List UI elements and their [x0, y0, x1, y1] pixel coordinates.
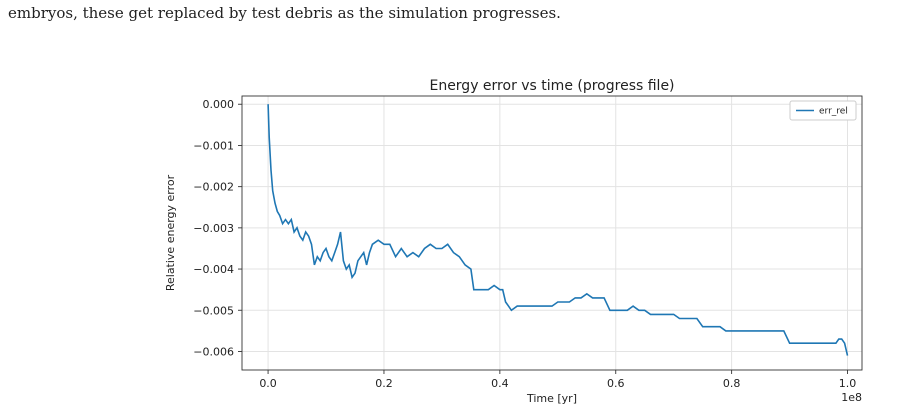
x-tick-label: 1.0 [839, 377, 857, 390]
y-tick-label: −0.004 [193, 263, 234, 276]
y-tick-label: −0.005 [193, 304, 234, 317]
y-tick-label: 0.000 [203, 98, 235, 111]
x-axis-label: Time [yr] [526, 392, 577, 405]
x-axis-offset-label: 1e8 [841, 391, 862, 404]
y-axis-label: Relative energy error [164, 174, 177, 291]
legend-label: err_rel [819, 107, 848, 117]
x-tick-label: 0.6 [607, 377, 625, 390]
x-tick-label: 0.2 [375, 377, 393, 390]
x-tick-label: 0.8 [723, 377, 741, 390]
grid [242, 96, 862, 370]
legend: err_rel [789, 100, 857, 121]
y-tick-label: −0.002 [193, 181, 234, 194]
chart-title: Energy error vs time (progress file) [429, 78, 674, 94]
series-line-err-rel [267, 104, 849, 356]
y-axis: 0.000 −0.001 −0.002 −0.003 −0.004 −0.005 −0.00… [193, 98, 242, 358]
y-tick-label: −0.001 [193, 139, 234, 152]
x-axis: 0.0 0.2 0.4 0.6 0.8 1.0 [259, 370, 856, 390]
x-tick-label: 0.4 [491, 377, 509, 390]
document-text-line: embryos, these get replaced by test debr… [8, 4, 561, 22]
legend-box [789, 100, 857, 121]
y-tick-label: −0.006 [193, 345, 234, 358]
x-tick-label: 0.0 [259, 377, 277, 390]
y-tick-label: −0.003 [193, 222, 234, 235]
plot-frame [241, 95, 863, 371]
